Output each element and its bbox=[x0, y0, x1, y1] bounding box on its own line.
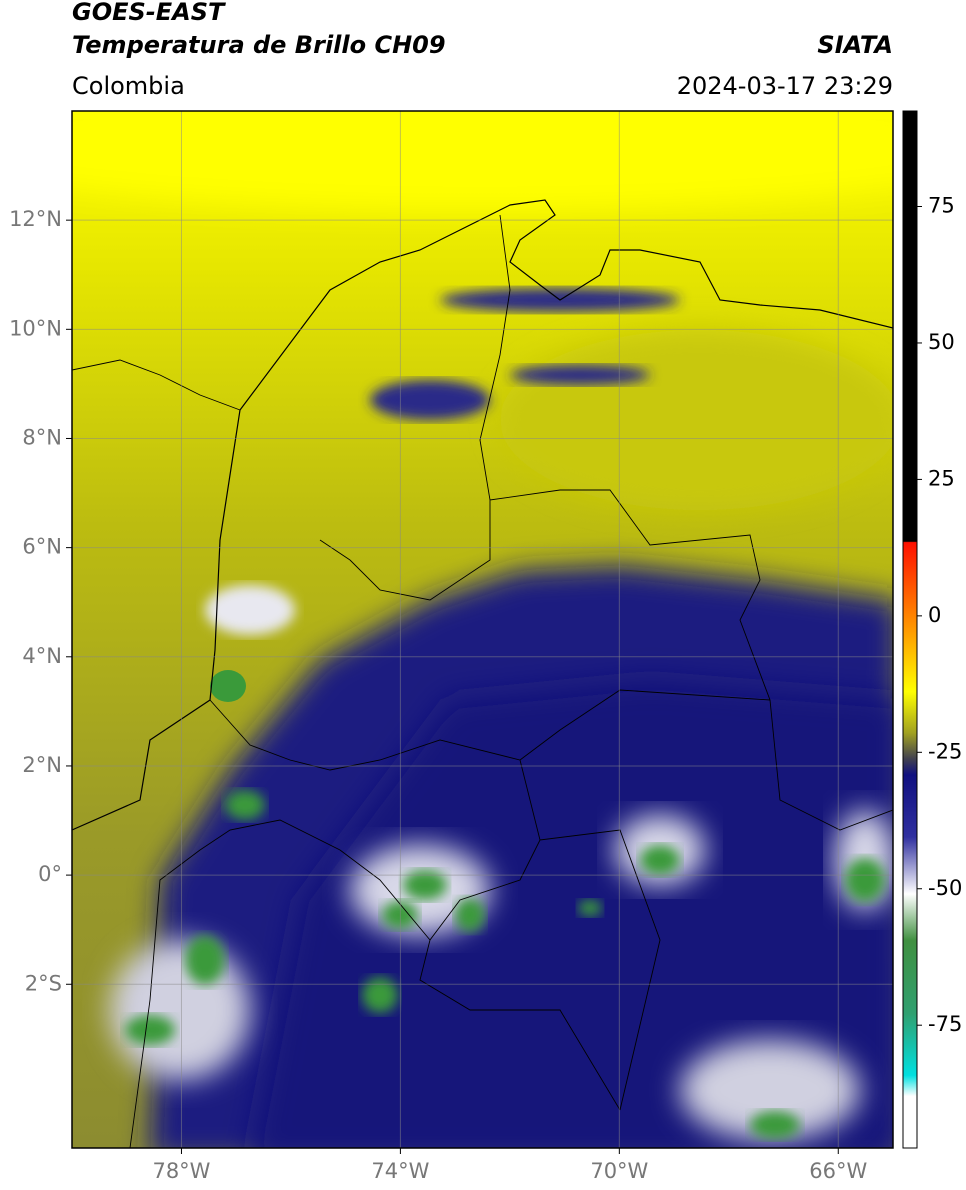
x-tick-label: 78°W bbox=[152, 1159, 210, 1183]
colorbar bbox=[902, 110, 918, 1149]
colorbar-tick-label: -75 bbox=[928, 1012, 962, 1036]
y-tick-label: 0° bbox=[38, 862, 62, 886]
region: Colombia bbox=[72, 72, 185, 100]
imagery bbox=[72, 111, 893, 1148]
title: Temperatura de Brillo CH09 bbox=[72, 31, 446, 59]
colorbar-tick-label: 0 bbox=[928, 603, 941, 627]
colorbar-tick-label: 25 bbox=[928, 466, 955, 490]
satellite: GOES-EAST bbox=[72, 0, 226, 26]
map-frame bbox=[71, 110, 894, 1149]
x-tick-label: 66°W bbox=[809, 1159, 867, 1183]
colorbar-tick-label: 50 bbox=[928, 330, 955, 354]
y-tick-label: 8°N bbox=[22, 425, 62, 449]
colorbar-tick-label: 75 bbox=[928, 194, 955, 218]
y-tick-label: 2°S bbox=[25, 971, 62, 995]
colorbar-tick-label: -25 bbox=[928, 739, 962, 763]
y-tick-label: 6°N bbox=[22, 535, 62, 559]
y-tick-label: 4°N bbox=[22, 644, 62, 668]
source: SIATA bbox=[817, 31, 893, 59]
y-tick-label: 10°N bbox=[9, 316, 62, 340]
grid bbox=[72, 111, 893, 1148]
y-tick-label: 2°N bbox=[22, 753, 62, 777]
y-tick-label: 12°N bbox=[9, 207, 62, 231]
x-tick-label: 70°W bbox=[590, 1159, 648, 1183]
datetime: 2024-03-17 23:29 bbox=[677, 72, 893, 100]
x-tick-label: 74°W bbox=[371, 1159, 429, 1183]
colorbar-tick-label: -50 bbox=[928, 876, 962, 900]
